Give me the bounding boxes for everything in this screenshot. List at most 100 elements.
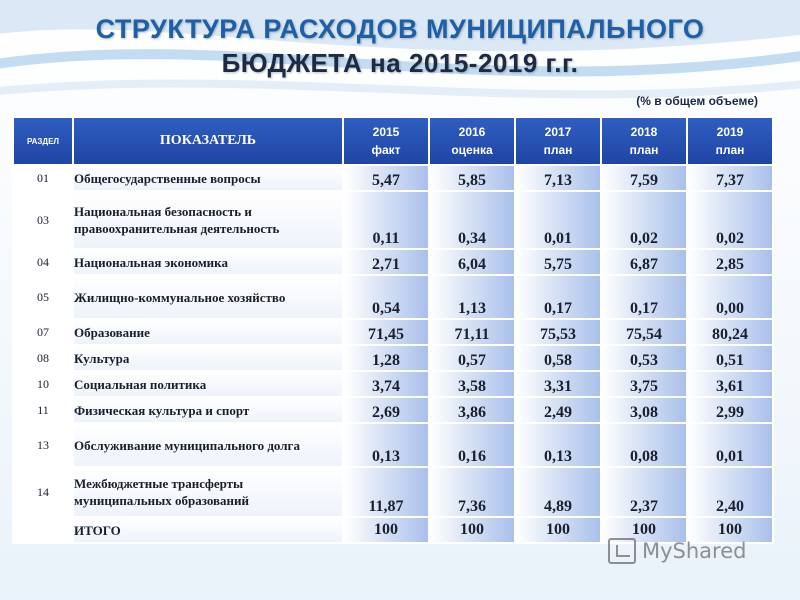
row-value: 7,36 — [428, 466, 516, 518]
total-value: 100 — [342, 516, 430, 544]
total-code — [12, 516, 74, 544]
row-value: 2,49 — [514, 396, 602, 424]
row-value: 75,54 — [600, 318, 688, 346]
header-pokazatel: ПОКАЗАТЕЛЬ — [72, 116, 344, 166]
row-code: 10 — [12, 370, 74, 398]
row-name: Национальная безопасность и правоохранит… — [72, 190, 344, 250]
row-value: 2,85 — [686, 248, 774, 276]
year-kind: план — [543, 143, 573, 157]
row-value: 3,61 — [686, 370, 774, 398]
year-kind: план — [715, 143, 745, 157]
year-label: 2018 — [630, 125, 658, 139]
table-header-row: РАЗДЕЛ ПОКАЗАТЕЛЬ 2015 факт 2016 оценка 20… — [12, 116, 774, 166]
table-row: 05 Жилищно-коммунальное хозяйство 0,54 1,13… — [12, 274, 774, 320]
total-row: ИТОГО 100 100 100 100 100 — [12, 516, 774, 544]
year-kind: факт — [371, 143, 401, 157]
row-value: 0,02 — [600, 190, 688, 250]
row-value: 4,89 — [514, 466, 602, 518]
page-title-line1: СТРУКТУРА РАСХОДОВ МУНИЦИПАЛЬНОГО — [95, 14, 705, 44]
row-name: Образование — [72, 318, 344, 346]
row-value: 5,75 — [514, 248, 602, 276]
watermark-text: MyShared — [642, 539, 747, 563]
year-kind: оценка — [451, 143, 493, 157]
header-razdel: РАЗДЕЛ — [12, 116, 74, 166]
row-value: 0,34 — [428, 190, 516, 250]
page-title-line2: БЮДЖЕТА на 2015-2019 г.г. — [221, 48, 579, 78]
row-value: 2,71 — [342, 248, 430, 276]
row-code: 01 — [12, 164, 74, 192]
table-row: 07 Образование 71,45 71,11 75,53 75,54 80,24 — [12, 318, 774, 346]
row-value: 3,58 — [428, 370, 516, 398]
row-name: Физическая культура и спорт — [72, 396, 344, 424]
row-name: Жилищно-коммунальное хозяйство — [72, 274, 344, 320]
row-value: 0,57 — [428, 344, 516, 372]
row-code: 07 — [12, 318, 74, 346]
units-note: (% в общем объеме) — [636, 94, 758, 108]
row-value: 0,13 — [514, 422, 602, 468]
table-row: 01 Общегосударственные вопросы 5,47 5,85 7,1… — [12, 164, 774, 192]
header-year-2015: 2015 факт — [342, 116, 430, 166]
row-code: 03 — [12, 190, 74, 250]
row-value: 0,00 — [686, 274, 774, 320]
row-value: 0,58 — [514, 344, 602, 372]
row-value: 0,02 — [686, 190, 774, 250]
row-value: 75,53 — [514, 318, 602, 346]
row-value: 7,59 — [600, 164, 688, 192]
watermark-logo: MyShared — [608, 538, 746, 564]
row-value: 0,17 — [514, 274, 602, 320]
row-value: 71,11 — [428, 318, 516, 346]
row-name: Обслуживание муниципального долга — [72, 422, 344, 468]
row-value: 3,75 — [600, 370, 688, 398]
row-value: 3,74 — [342, 370, 430, 398]
row-value: 7,37 — [686, 164, 774, 192]
row-value: 0,51 — [686, 344, 774, 372]
decorative-wave — [0, 0, 800, 99]
row-value: 7,13 — [514, 164, 602, 192]
row-value: 0,11 — [342, 190, 430, 250]
row-code: 14 — [12, 466, 74, 518]
row-code: 04 — [12, 248, 74, 276]
total-name: ИТОГО — [72, 516, 344, 544]
row-value: 6,87 — [600, 248, 688, 276]
header-year-2018: 2018 план — [600, 116, 688, 166]
year-label: 2019 — [716, 125, 744, 139]
table-row: 14 Межбюджетные трансферты муниципальных … — [12, 466, 774, 518]
row-name: Межбюджетные трансферты муниципальных об… — [72, 466, 344, 518]
table-row: 11 Физическая культура и спорт 2,69 3,86 2,4… — [12, 396, 774, 424]
row-value: 0,16 — [428, 422, 516, 468]
total-value: 100 — [514, 516, 602, 544]
total-value: 100 — [686, 516, 774, 544]
row-value: 71,45 — [342, 318, 430, 346]
row-value: 1,28 — [342, 344, 430, 372]
row-value: 3,31 — [514, 370, 602, 398]
year-label: 2016 — [458, 125, 486, 139]
row-value: 0,17 — [600, 274, 688, 320]
row-value: 0,01 — [686, 422, 774, 468]
row-value: 1,13 — [428, 274, 516, 320]
header-year-2019: 2019 план — [686, 116, 774, 166]
budget-table: РАЗДЕЛ ПОКАЗАТЕЛЬ 2015 факт 2016 оценка 20… — [12, 116, 774, 544]
row-code: 11 — [12, 396, 74, 424]
row-value: 0,13 — [342, 422, 430, 468]
table-row: 08 Культура 1,28 0,57 0,58 0,53 0,51 — [12, 344, 774, 372]
table-row: 13 Обслуживание муниципального долга 0,13 0… — [12, 422, 774, 468]
row-value: 0,53 — [600, 344, 688, 372]
presentation-icon — [608, 538, 636, 564]
row-value: 0,08 — [600, 422, 688, 468]
total-value: 100 — [428, 516, 516, 544]
row-value: 0,54 — [342, 274, 430, 320]
row-code: 08 — [12, 344, 74, 372]
header-year-2017: 2017 план — [514, 116, 602, 166]
row-value: 0,01 — [514, 190, 602, 250]
table-row: 03 Национальная безопасность и правоохран… — [12, 190, 774, 250]
row-value: 5,85 — [428, 164, 516, 192]
row-name: Социальная политика — [72, 370, 344, 398]
table-row: 04 Национальная экономика 2,71 6,04 5,75 6,87… — [12, 248, 774, 276]
table-row: 10 Социальная политика 3,74 3,58 3,31 3,75 3,6… — [12, 370, 774, 398]
row-name: Общегосударственные вопросы — [72, 164, 344, 192]
row-value: 3,08 — [600, 396, 688, 424]
row-value: 6,04 — [428, 248, 516, 276]
year-label: 2017 — [544, 125, 572, 139]
row-value: 3,86 — [428, 396, 516, 424]
year-label: 2015 — [372, 125, 400, 139]
